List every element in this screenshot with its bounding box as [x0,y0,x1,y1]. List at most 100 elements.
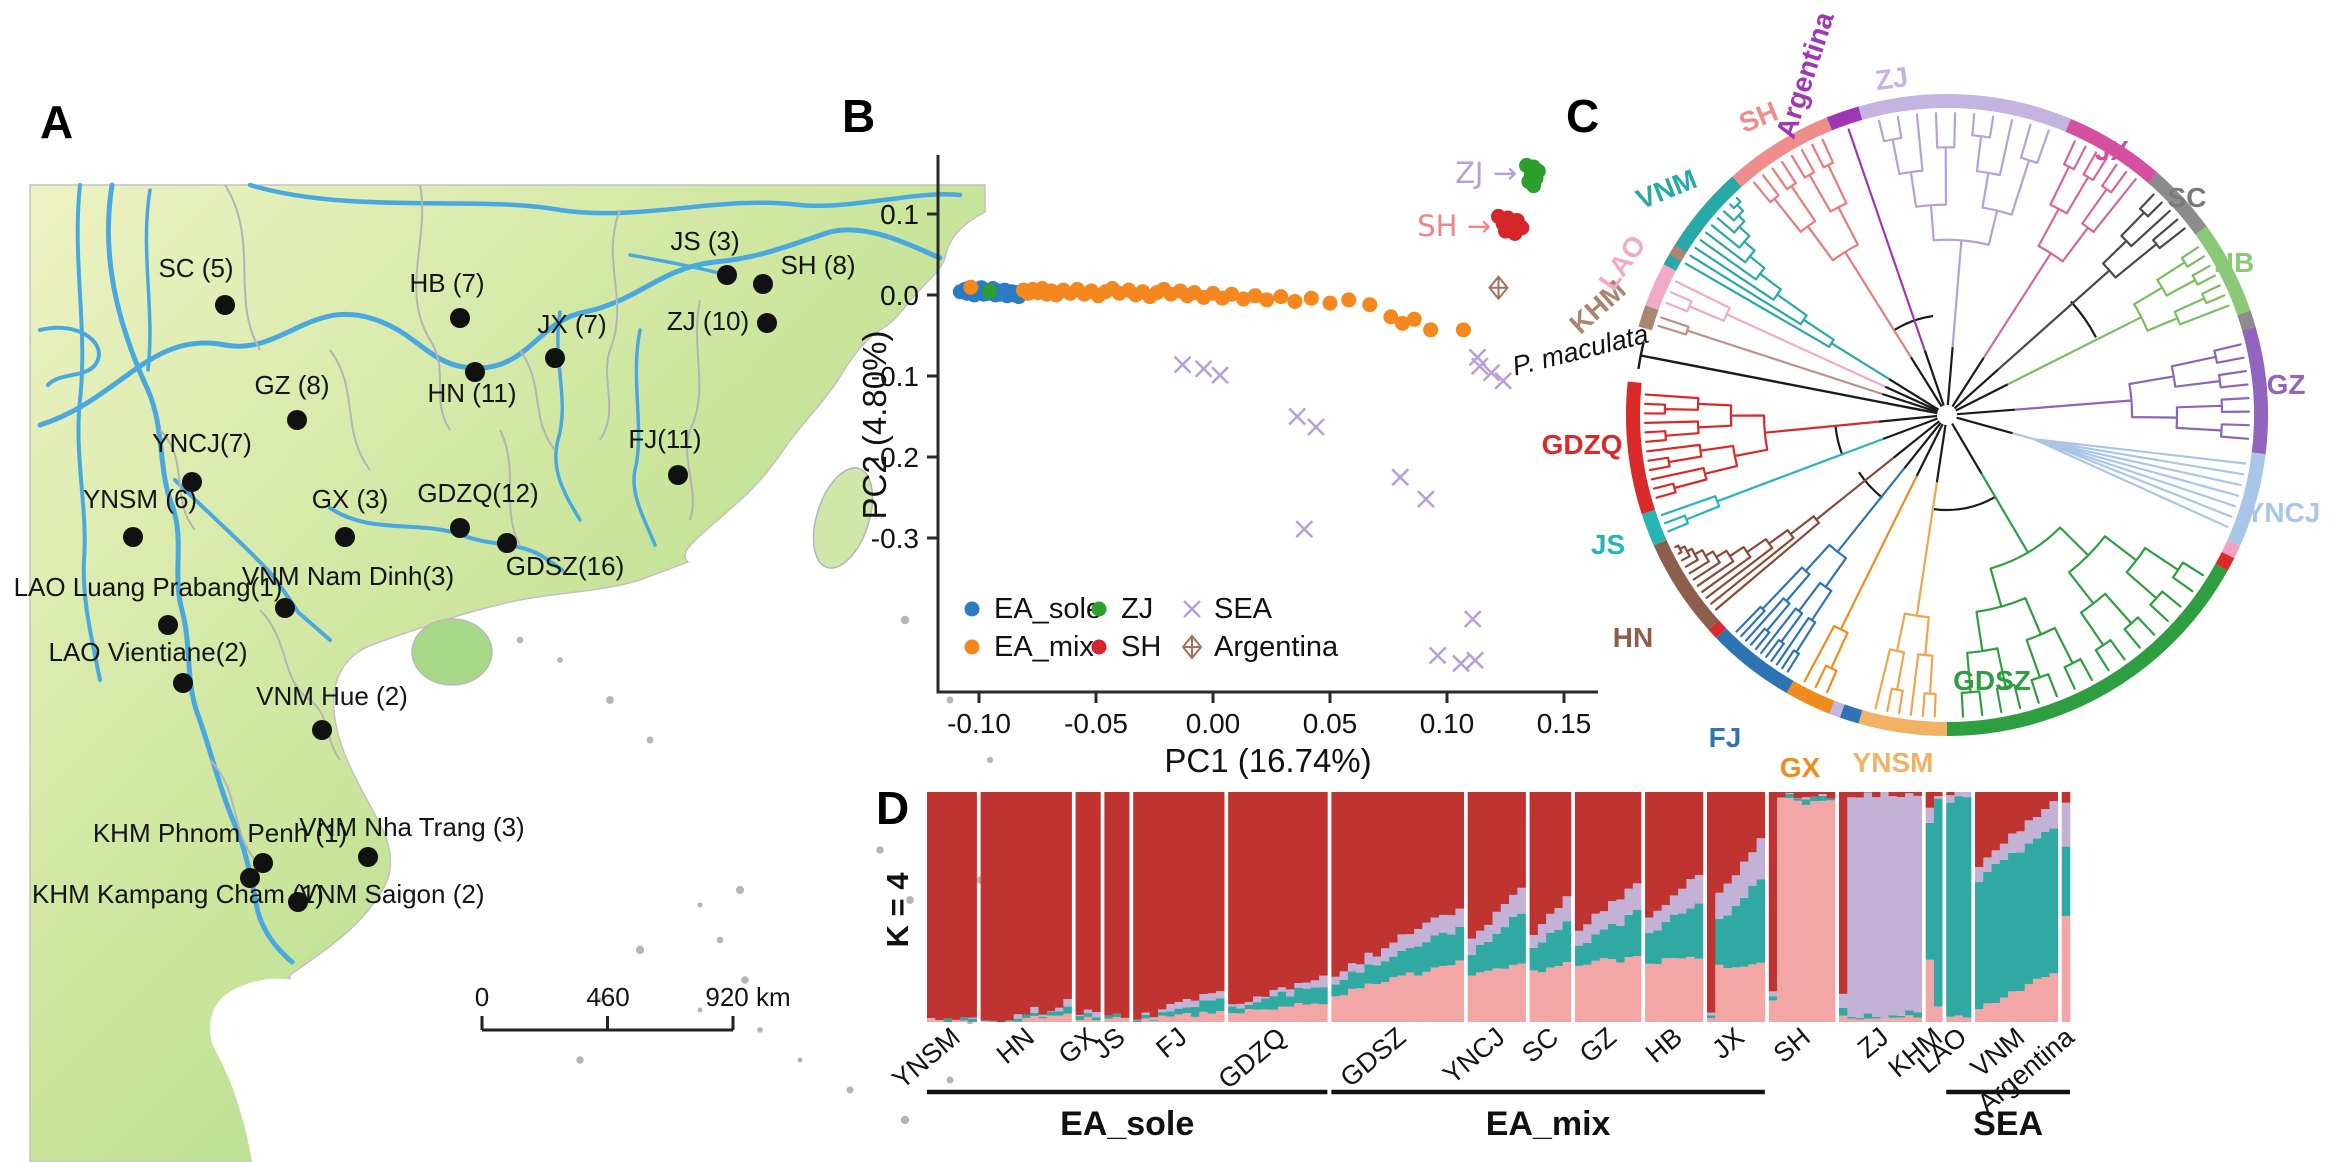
admixture-bar [1777,792,1786,798]
admixture-bar [1228,1006,1237,1014]
admixture-bar [1706,1015,1716,1019]
pca-point-SEA [1391,468,1410,487]
admixture-bar [1608,792,1617,902]
map-islet [946,696,954,704]
admixture-bar [1174,1008,1184,1015]
admixture-bar [1294,987,1303,1004]
site-marker [358,847,378,867]
panel-a-label: A [40,96,73,148]
admixture-bar [1793,798,1803,801]
site-marker [253,853,273,873]
clade-label-FJ: FJ [1709,722,1742,753]
admixture-bar [1430,967,1440,1022]
panel-b-pca: -0.10 -0.05 0.00 0.05 0.10 0.15 0.1 0.0 -0.1 -0.2… [842,90,1598,779]
admixture-bar [1422,922,1431,943]
admixture-bar [1537,924,1547,943]
admixture-bar [1286,996,1295,1007]
admixture-bar [1839,1007,1848,1016]
site-marker [240,868,260,888]
clade-HN [1674,456,1895,611]
admixture-bar [1467,954,1477,976]
clade-stem-ZJ [1946,347,1954,406]
admixture-bar [1694,958,1704,1022]
admixture-bar [1120,1017,1130,1020]
admixture-bar [980,792,990,1021]
ring-sliver [1829,700,1845,718]
clade-label-VNM: VNM [1632,163,1701,215]
admixture-bar [1372,965,1382,985]
admixture-bar [1166,1011,1175,1017]
admixture-bar [1381,948,1390,962]
admixture-bar [1706,792,1716,1013]
map-river [38,325,101,387]
admixture-bar [1182,792,1192,1000]
admixture-bar [1063,1013,1072,1022]
admixture-bar [1046,792,1056,1012]
pca-point-SEA [1482,363,1501,382]
admixture-bar [1038,1018,1048,1022]
admixture-bar [1801,799,1811,805]
pca-legend: EA_sole ZJ SEA EA_mix SH Argentina [964,593,1339,663]
admixture-bar [1925,807,1935,823]
admixture-bar [2008,991,2017,1022]
admixture-bar [1999,859,2009,998]
admixture-pop-label: JX [1706,1022,1749,1065]
admixture-bar [1422,971,1431,1022]
admixture-bar [1430,935,1440,968]
admixture-bar [1740,861,1749,898]
admixture-bar [1537,972,1547,1022]
admixture-bar [1112,792,1122,1014]
admixture-bar [1372,792,1382,957]
admixture-bar [927,1018,936,1019]
admixture-bar [960,1017,969,1021]
admixture-bar [1768,792,1778,992]
clade-GX [1803,474,1918,694]
admixture-bar [980,1020,990,1022]
ring-sliver [1669,244,1687,262]
admixture-bar [1063,792,1072,1000]
admixture-bar [1389,977,1398,1022]
admixture-bar [1215,991,1225,999]
pca-point-SEA [1307,418,1325,436]
pca-x-tick-label: 0.05 [1303,708,1358,739]
admixture-bar [1046,1011,1056,1016]
admixture-bar [1653,963,1662,1022]
admixture-bar [968,1017,977,1019]
admixture-bar [1484,970,1493,1022]
admixture-bar [1199,993,1208,1001]
admixture-bar [1801,797,1811,800]
admixture-bar [1715,892,1724,919]
admixture-bar [1038,792,1048,1015]
admixture-bar [1847,792,1856,798]
map-islet [606,696,614,704]
admixture-bar [1405,948,1415,973]
site-label: KHM Phnom Penh (1) [93,818,347,848]
admixture-bar [1467,975,1477,1022]
admixture-bar [1954,796,1964,1016]
admixture-bar [1356,964,1365,973]
site-label: VNM Hue (2) [256,681,408,711]
admixture-bar [1199,1000,1208,1012]
admixture-bar [1591,960,1601,1022]
admixture-bar [1286,792,1295,990]
admixture-bar [1294,792,1303,983]
admixture-bar [1888,1015,1898,1018]
admixture-bar [1583,792,1592,925]
site-marker [545,348,565,368]
admixture-pop-label: GDZQ [1213,1022,1292,1095]
admixture-bar [1574,965,1584,1022]
admixture-bar [1455,908,1464,927]
admixture-bar [1339,995,1349,1022]
site-label: LAO Luang Prabang(1) [14,572,283,602]
admixture-bar [1269,792,1279,990]
clade-stem-KHM [1881,392,1938,413]
admixture-bar [1492,968,1502,1022]
site-marker [215,295,235,315]
admixture-bar [927,1018,936,1022]
admixture-bar [1888,796,1898,1016]
clade-stem-JS [1882,417,1938,440]
admixture-bar [1562,896,1572,922]
admixture-bar [1653,792,1662,911]
admixture-bar [1756,879,1766,963]
admixture-bar [1723,883,1733,916]
